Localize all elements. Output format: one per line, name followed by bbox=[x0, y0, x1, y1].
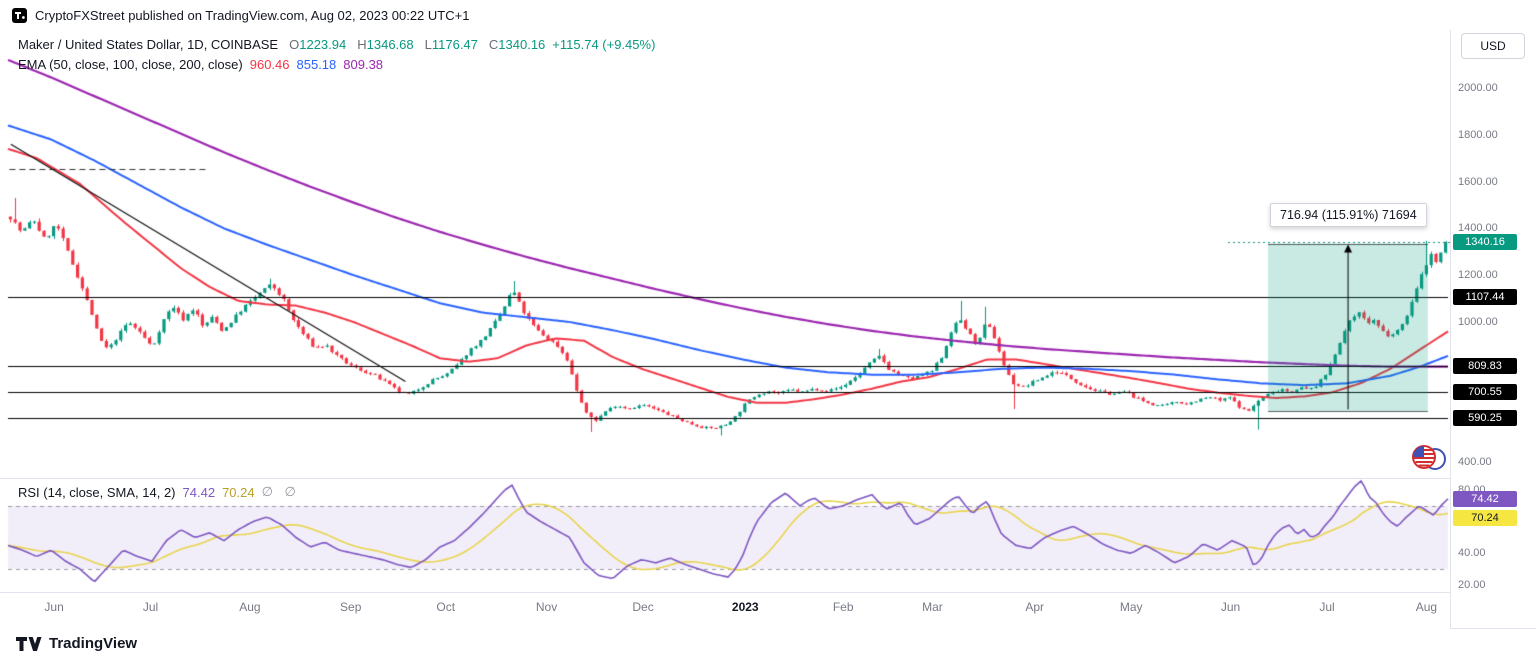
current-price-badge[interactable]: 1340.16 bbox=[1453, 234, 1517, 251]
level-price-badge[interactable]: 700.55 bbox=[1453, 384, 1517, 401]
time-label: Jul bbox=[142, 600, 159, 614]
main-chart-canvas[interactable] bbox=[0, 30, 1450, 478]
time-label: Mar bbox=[922, 600, 943, 614]
price-gridline-label: 2000.00 bbox=[1458, 81, 1498, 94]
rsi-legend[interactable]: RSI (14, close, SMA, 14, 2) 74.42 70.24 … bbox=[18, 484, 300, 500]
ohlc-open: O1223.94 bbox=[289, 37, 347, 52]
price-axis-separator bbox=[1450, 30, 1451, 628]
symbol-legend[interactable]: Maker / United States Dollar, 1D, COINBA… bbox=[18, 37, 655, 52]
rsi-sma-value: 70.24 bbox=[222, 484, 255, 500]
time-label: Aug bbox=[1415, 600, 1438, 614]
ohlc-low: L1176.47 bbox=[424, 37, 478, 52]
rsi-sma-badge[interactable]: 70.24 bbox=[1453, 509, 1517, 526]
time-label: Feb bbox=[832, 600, 854, 614]
tradingview-logo-icon[interactable] bbox=[16, 636, 42, 652]
time-label: Oct bbox=[436, 600, 456, 614]
price-gridline-label: 1600.00 bbox=[1458, 175, 1498, 188]
ema-legend-title: EMA (50, close, 100, close, 200, close) bbox=[18, 57, 243, 72]
time-label: May bbox=[1119, 600, 1143, 614]
time-axis[interactable]: Jun Jul Aug Sep Oct Nov Dec 2023 Feb Mar Apr May Jun… bbox=[0, 592, 1450, 629]
flag-icon[interactable] bbox=[1411, 444, 1447, 472]
ohlc-high: H1346.68 bbox=[357, 37, 414, 52]
time-label: Dec bbox=[632, 600, 654, 614]
time-label: Jun bbox=[44, 600, 64, 614]
rsi-pane-canvas[interactable] bbox=[0, 478, 1450, 592]
level-price-badge[interactable]: 809.83 bbox=[1453, 358, 1517, 375]
measure-tooltip: 716.94 (115.91%) 71694 bbox=[1270, 203, 1427, 227]
tradingview-wordmark[interactable]: TradingView bbox=[49, 635, 138, 652]
ema50-value: 960.46 bbox=[249, 57, 290, 72]
attribution-bar: CryptoFXStreet published on TradingView.… bbox=[0, 0, 1536, 30]
pane-separator bbox=[0, 478, 1450, 479]
rsi-gridline-label: 40.00 bbox=[1458, 547, 1486, 560]
ema100-value: 855.18 bbox=[296, 57, 337, 72]
time-label: Jun bbox=[1220, 600, 1241, 614]
level-price-badge[interactable]: 590.25 bbox=[1453, 409, 1517, 426]
price-gridline-label: 1800.00 bbox=[1458, 128, 1498, 141]
currency-usd-button[interactable]: USD bbox=[1461, 33, 1525, 59]
time-label: Apr bbox=[1025, 600, 1045, 614]
price-gridline-label: 1200.00 bbox=[1458, 269, 1498, 282]
rsi-value-badge[interactable]: 74.42 bbox=[1453, 490, 1517, 507]
footer-bar: TradingView bbox=[0, 628, 1536, 658]
symbol-title: Maker / United States Dollar, 1D, COINBA… bbox=[18, 37, 279, 52]
rsi-gridline-label: 20.00 bbox=[1458, 578, 1486, 591]
rsi-legend-title: RSI (14, close, SMA, 14, 2) bbox=[18, 484, 176, 500]
level-price-badge[interactable]: 1107.44 bbox=[1453, 288, 1517, 305]
time-label: Sep bbox=[340, 600, 362, 614]
tradingview-mark-icon bbox=[12, 7, 27, 23]
time-label: 2023 bbox=[731, 600, 759, 614]
price-gridline-label: 1000.00 bbox=[1458, 315, 1498, 328]
time-label: Nov bbox=[535, 600, 558, 614]
ohlc-close: C1340.16 bbox=[488, 37, 546, 52]
rsi-value: 74.42 bbox=[182, 484, 216, 500]
change-value: +115.74 (+9.45%) bbox=[552, 37, 656, 52]
ema-legend[interactable]: EMA (50, close, 100, close, 200, close) … bbox=[18, 57, 383, 72]
price-gridline-label: 400.00 bbox=[1458, 456, 1492, 469]
price-gridline-label: 1400.00 bbox=[1458, 222, 1498, 235]
ema200-value: 809.38 bbox=[343, 57, 384, 72]
rsi-hidden-values: ∅ ∅ bbox=[261, 484, 300, 499]
time-label: Jul bbox=[1319, 600, 1335, 614]
attribution-text: CryptoFXStreet published on TradingView.… bbox=[35, 7, 470, 23]
time-label: Aug bbox=[239, 600, 261, 614]
